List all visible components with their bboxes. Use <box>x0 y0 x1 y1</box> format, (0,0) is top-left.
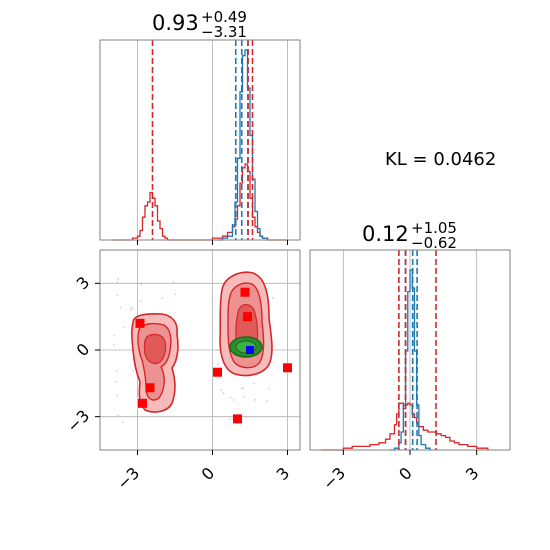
sample-speck <box>119 306 122 309</box>
sample-speck <box>216 349 219 352</box>
sample-speck <box>229 396 232 399</box>
top-hist-blue <box>217 49 269 241</box>
scatter-marker <box>283 363 292 373</box>
sample-speck <box>242 387 244 390</box>
top-title-sup: +0.49 <box>201 8 247 26</box>
scatter-marker <box>145 383 155 393</box>
scatter-marker <box>213 367 222 377</box>
sample-speck <box>130 308 132 311</box>
right-hist-blue <box>390 269 431 451</box>
joint-markers <box>135 287 292 424</box>
top-grid <box>137 40 288 240</box>
right-title-sub: −0.62 <box>411 234 457 252</box>
x-tick-label: 3 <box>462 463 483 484</box>
sample-speck <box>116 280 119 283</box>
panel-right-marginal: −3 0 3 0.12 +1.05 −0.62 <box>309 219 511 494</box>
sample-speck <box>117 278 120 281</box>
top-title: 0.93 <box>152 11 199 35</box>
sample-speck <box>113 334 116 337</box>
sample-speck <box>140 283 143 286</box>
top-title-sub: −3.31 <box>201 23 247 41</box>
scatter-marker <box>135 318 145 328</box>
sample-speck <box>114 380 117 383</box>
right-title-sup: +1.05 <box>411 219 457 237</box>
joint-y-ticks: 3 0 −3 <box>63 273 100 436</box>
x-tick-label: 0 <box>395 463 416 484</box>
sample-speck <box>266 400 269 403</box>
y-tick-label: 3 <box>73 273 94 294</box>
right-hist-red <box>321 402 489 451</box>
red-contour-inner-left <box>143 333 167 365</box>
scatter-marker <box>233 414 242 424</box>
top-quantile-lines <box>151 40 254 240</box>
sample-speck <box>268 388 270 390</box>
scatter-marker <box>243 312 252 322</box>
sample-speck <box>123 326 126 329</box>
sample-speck <box>161 297 164 300</box>
sample-speck <box>222 415 225 418</box>
sample-speck <box>271 297 274 299</box>
panel-joint: −3 0 3 3 0 −3 <box>63 249 301 494</box>
scatter-marker <box>240 287 250 297</box>
y-tick-label: −3 <box>63 406 93 436</box>
panel-top-marginal: 0.93 +0.49 −3.31 <box>99 8 301 245</box>
scatter-marker <box>138 398 147 408</box>
sample-speck <box>220 388 223 391</box>
sample-speck <box>132 369 135 372</box>
sample-speck <box>233 399 235 401</box>
sample-speck <box>130 307 133 309</box>
red-contours-left <box>131 312 179 413</box>
sample-speck <box>174 293 177 296</box>
sample-speck <box>245 416 247 419</box>
right-title-main: 0.12 <box>362 222 409 246</box>
sample-speck <box>240 387 243 390</box>
sample-speck <box>116 394 118 397</box>
sample-speck <box>140 300 142 303</box>
truth-point-marker <box>246 346 254 354</box>
sample-speck <box>112 343 115 346</box>
sample-speck <box>254 399 257 401</box>
x-tick-label: −3 <box>113 463 143 493</box>
sample-speck <box>172 281 175 284</box>
joint-x-ticks: −3 0 3 <box>113 450 293 494</box>
top-hist-red <box>112 163 288 241</box>
sample-speck <box>228 417 231 420</box>
sample-speck <box>217 363 220 365</box>
sample-speck <box>115 369 118 372</box>
sample-speck <box>117 414 120 417</box>
sample-speck <box>222 392 225 395</box>
x-tick-label: 3 <box>273 463 294 484</box>
sample-speck <box>116 294 119 296</box>
x-tick-label: 0 <box>198 463 219 484</box>
kl-annotation: KL = 0.0462 <box>385 149 496 170</box>
top-x-ticks <box>137 240 288 245</box>
right-title: 0.12 <box>362 222 409 246</box>
top-title-main: 0.93 <box>152 11 199 35</box>
sample-speck <box>122 421 125 423</box>
sample-speck <box>243 395 246 398</box>
right-quantile-lines <box>398 250 437 450</box>
right-x-ticks: −3 0 3 <box>319 450 482 494</box>
top-frame <box>99 39 301 241</box>
y-tick-label: 0 <box>73 339 94 360</box>
x-tick-label: −3 <box>319 463 349 493</box>
sample-speck <box>253 382 255 385</box>
